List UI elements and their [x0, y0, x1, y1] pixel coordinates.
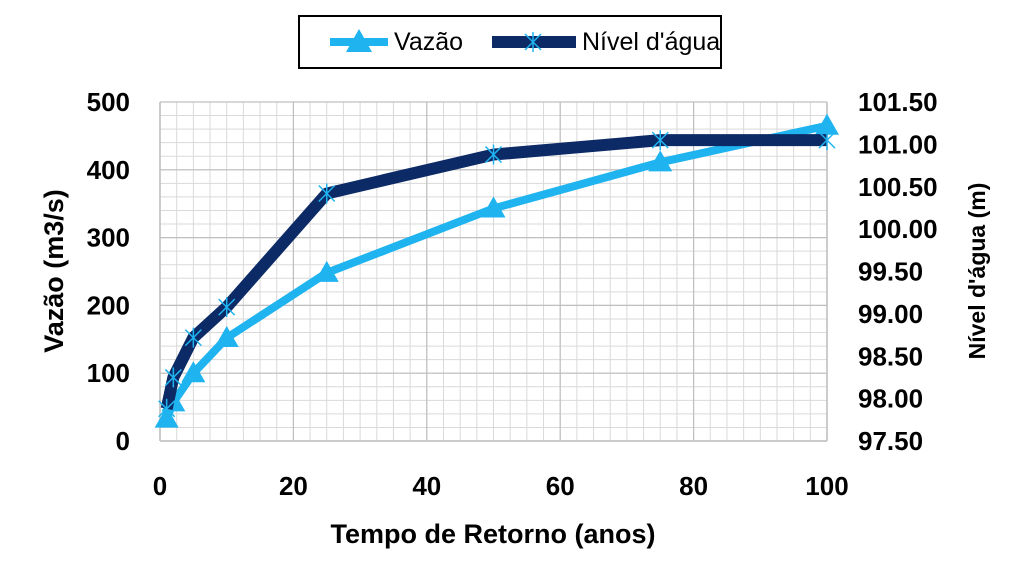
legend-label-nivel: Nível d'água	[582, 27, 721, 56]
data-point-vazao	[314, 260, 339, 282]
x-axis-title: Tempo de Retorno (anos)	[330, 519, 655, 549]
data-point-nivel	[184, 327, 202, 348]
y-tick-label: 400	[87, 155, 130, 185]
data-point-nivel	[818, 130, 836, 151]
y2-tick-label: 99.50	[858, 257, 923, 287]
y2-axis-title: Nível d'água (m)	[964, 183, 990, 360]
data-point-vazao	[648, 150, 673, 172]
data-point-nivel	[218, 297, 236, 318]
y2-tick-label: 100.50	[858, 172, 938, 202]
y-tick-label: 200	[87, 290, 130, 320]
x-tick-label: 40	[412, 471, 441, 501]
data-point-vazao	[815, 113, 839, 135]
y2-tick-label: 98.50	[858, 341, 923, 371]
data-point-vazao	[481, 196, 506, 218]
x-tick-label: 80	[679, 471, 708, 501]
data-point-nivel	[164, 367, 182, 388]
x-tick-label: 100	[805, 471, 848, 501]
y2-tick-label: 101.50	[858, 87, 938, 117]
legend-label-vazao: Vazão	[394, 27, 464, 56]
legend: Vazão Nível d'água	[298, 15, 722, 69]
series-line-1	[160, 134, 827, 411]
y-axis-title: Vazão (m3/s)	[39, 189, 69, 353]
legend-item-nivel: Nível d'água	[490, 17, 720, 67]
x-tick-label: 0	[153, 471, 167, 501]
data-point-vazao	[181, 361, 206, 383]
y2-tick-label: 98.00	[858, 384, 923, 414]
data-point-nivel	[158, 398, 176, 419]
y2-tick-label: 99.00	[858, 299, 923, 329]
y2-tick-label: 97.50	[858, 426, 923, 456]
y-tick-label: 0	[116, 426, 130, 456]
legend-item-vazao: Vazão	[328, 17, 463, 67]
y2-tick-label: 100.00	[858, 214, 938, 244]
legend-swatch-vazao	[330, 29, 388, 52]
data-point-nivel	[484, 144, 503, 165]
y-tick-label: 100	[87, 358, 130, 388]
y-tick-label: 500	[87, 87, 130, 117]
legend-swatch-nivel	[492, 32, 576, 52]
data-point-nivel	[318, 183, 336, 204]
x-tick-label: 60	[546, 471, 575, 501]
x-tick-label: 20	[279, 471, 308, 501]
y2-tick-label: 101.00	[858, 129, 938, 159]
y-tick-label: 300	[87, 223, 130, 253]
data-point-vazao	[214, 325, 239, 347]
data-point-nivel	[651, 130, 669, 151]
